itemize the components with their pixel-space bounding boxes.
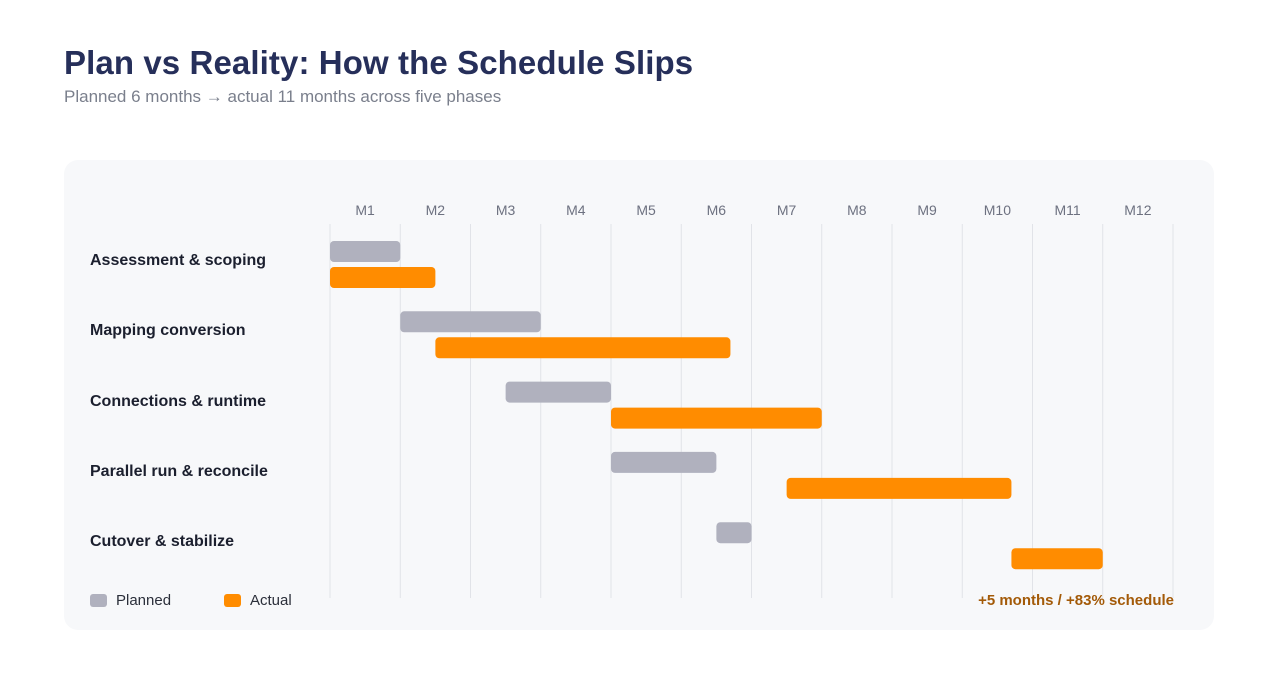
- month-tick-label: M11: [1055, 202, 1081, 218]
- month-tick-label: M10: [984, 202, 1011, 218]
- legend-label-planned: Planned: [116, 592, 172, 609]
- page-subtitle: Planned 6 months → actual 11 months acro…: [64, 87, 502, 106]
- month-tick-label: M9: [917, 202, 937, 218]
- month-tick-label: M1: [355, 202, 375, 218]
- planned-bar: [716, 522, 752, 544]
- month-tick-label: M6: [707, 202, 727, 218]
- legend-swatch-actual: [224, 594, 241, 607]
- phase-label: Parallel run & reconcile: [90, 462, 268, 480]
- schedule-summary: +5 months / +83% schedule: [978, 592, 1174, 609]
- legend-label-actual: Actual: [250, 592, 292, 609]
- planned-bar: [330, 241, 401, 262]
- month-tick-label: M5: [636, 202, 656, 218]
- legend-swatch-planned: [90, 594, 107, 607]
- month-tick-label: M12: [1124, 202, 1151, 218]
- legend-item-actual: Actual: [224, 592, 292, 609]
- actual-bar: [330, 267, 436, 288]
- page-title: Plan vs Reality: How the Schedule Slips: [64, 44, 694, 81]
- gantt-chart: M1 M2 M3 M4 M5 M6 M7 M8 M9 M10 M11 M12: [329, 202, 1174, 598]
- phase-label: Mapping conversion: [90, 322, 246, 340]
- planned-bar: [400, 311, 541, 333]
- phase-label: Connections & runtime: [90, 392, 267, 410]
- actual-bar: [611, 407, 822, 429]
- planned-bar: [505, 381, 611, 403]
- actual-bar: [435, 337, 731, 359]
- actual-bar: [786, 477, 1012, 499]
- month-tick-label: M3: [496, 202, 516, 218]
- planned-bar: [611, 451, 717, 473]
- actual-bar: [1011, 548, 1103, 570]
- month-tick-label: M7: [777, 202, 797, 218]
- phase-label: Assessment & scoping: [90, 252, 267, 269]
- phase-label: Cutover & stabilize: [90, 533, 235, 551]
- legend-item-planned: Planned: [90, 592, 171, 609]
- month-tick-label: M8: [847, 202, 867, 218]
- month-tick-label: M4: [566, 202, 586, 218]
- month-tick-label: M2: [426, 202, 446, 218]
- chart-panel: M1 M2 M3 M4 M5 M6 M7 M8 M9 M10 M11 M12 Assessment &…: [64, 160, 1214, 630]
